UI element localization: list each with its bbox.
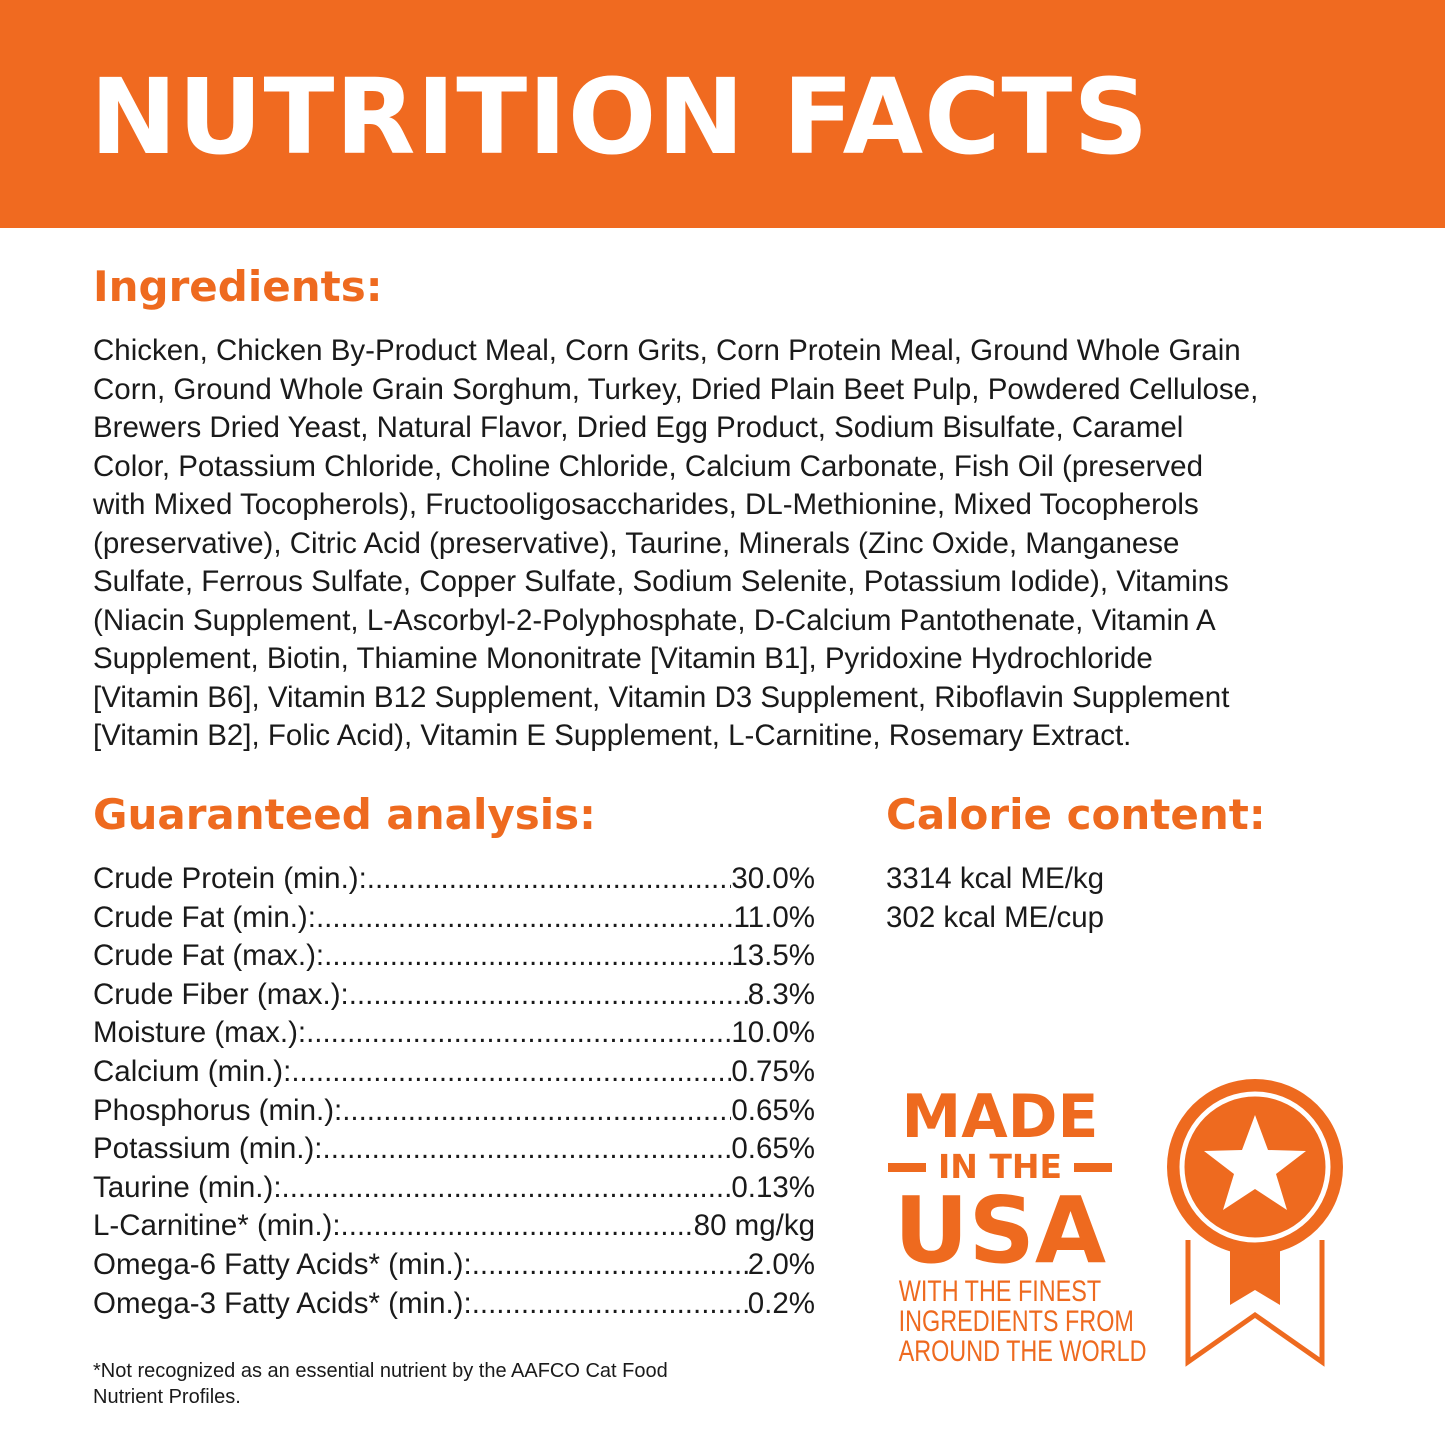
analysis-row: Taurine (min.): 0.13% bbox=[93, 1169, 815, 1208]
ingredients-line: (preservative), Citric Acid (preservativ… bbox=[93, 526, 1180, 560]
analysis-table: Crude Protein (min.): 30.0% Crude Fat (min… bbox=[93, 860, 815, 1323]
made-in-usa-badge: MADE IN THE USA WITH THE FINEST INGREDIE… bbox=[870, 1082, 1147, 1368]
analysis-row: L-Carnitine* (min.): 80 mg/kg bbox=[93, 1207, 815, 1246]
nutrient-value: 80 mg/kg bbox=[693, 1209, 815, 1243]
page-title: NUTRITION FACTS bbox=[90, 56, 1150, 178]
nutrient-label: Potassium (min.): bbox=[93, 1132, 323, 1166]
nutrient-value: 0.65% bbox=[731, 1093, 815, 1127]
dot-leader bbox=[291, 1053, 731, 1092]
dot-leader bbox=[306, 1014, 731, 1053]
dot-leader bbox=[367, 860, 732, 899]
nutrient-label: Crude Fat (max.): bbox=[93, 939, 325, 973]
badge-sub-line: WITH THE FINEST bbox=[898, 1275, 1102, 1308]
ingredients-text: Chicken, Chicken By-Product Meal, Corn G… bbox=[93, 332, 1258, 756]
nutrient-value: 0.13% bbox=[731, 1170, 815, 1204]
header-banner: NUTRITION FACTS bbox=[0, 0, 1445, 228]
calorie-per-cup: 302 kcal ME/cup bbox=[886, 900, 1105, 934]
nutrient-value: 10.0% bbox=[731, 1016, 815, 1050]
analysis-row: Crude Fat (max.): 13.5% bbox=[93, 937, 815, 976]
ingredients-heading: Ingredients: bbox=[93, 262, 383, 311]
dot-leader bbox=[323, 1130, 732, 1169]
ingredients-line: Sulfate, Ferrous Sulfate, Copper Sulfate… bbox=[93, 565, 1229, 598]
nutrient-value: 13.5% bbox=[731, 939, 815, 973]
analysis-row: Crude Protein (min.): 30.0% bbox=[93, 860, 815, 899]
analysis-row: Phosphorus (min.): 0.65% bbox=[93, 1092, 815, 1131]
nutrient-label: Taurine (min.): bbox=[93, 1170, 282, 1204]
nutrient-label: L-Carnitine* (min.): bbox=[93, 1209, 341, 1243]
nutrient-label: Omega-3 Fatty Acids* (min.): bbox=[93, 1286, 472, 1320]
ingredients-line: (Niacin Supplement, L-Ascorbyl-2-Polypho… bbox=[93, 603, 1216, 637]
footnote-line: Nutrient Profiles. bbox=[93, 1386, 241, 1408]
badge-usa: USA bbox=[893, 1177, 1107, 1284]
dot-leader bbox=[282, 1169, 732, 1208]
nutrient-label: Crude Fat (min.): bbox=[93, 900, 316, 934]
dot-leader bbox=[349, 976, 748, 1015]
nutrient-value: 2.0% bbox=[747, 1247, 815, 1281]
nutrient-label: Omega-6 Fatty Acids* (min.): bbox=[93, 1247, 472, 1281]
ingredients-line: [Vitamin B6], Vitamin B12 Supplement, Vi… bbox=[93, 680, 1230, 714]
ingredients-line: Supplement, Biotin, Thiamine Mononitrate… bbox=[93, 642, 1153, 675]
badge-sub-line: AROUND THE WORLD bbox=[898, 1335, 1147, 1368]
ingredients-line: Chicken, Chicken By-Product Meal, Corn G… bbox=[93, 334, 1241, 367]
analysis-row: Potassium (min.): 0.65% bbox=[93, 1130, 815, 1169]
badge-sub-line: INGREDIENTS FROM bbox=[898, 1305, 1134, 1338]
analysis-row: Omega-6 Fatty Acids* (min.): 2.0% bbox=[93, 1246, 815, 1285]
nutrient-label: Calcium (min.): bbox=[93, 1054, 292, 1088]
nutrient-value: 0.75% bbox=[731, 1054, 815, 1088]
ingredients-line: Brewers Dried Yeast, Natural Flavor, Dri… bbox=[93, 411, 1184, 444]
analysis-row: Moisture (max.): 10.0% bbox=[93, 1014, 815, 1053]
dot-leader bbox=[472, 1285, 748, 1324]
badge-in-the-text: IN THE bbox=[937, 1147, 1063, 1186]
footnote-line: *Not recognized as an essential nutrient… bbox=[93, 1360, 668, 1382]
dot-leader bbox=[316, 899, 734, 938]
nutrient-value: 8.3% bbox=[747, 977, 815, 1011]
nutrient-value: 0.2% bbox=[747, 1286, 815, 1320]
nutrient-label: Crude Fiber (max.): bbox=[93, 977, 349, 1011]
ingredients-line: [Vitamin B2], Folic Acid), Vitamin E Sup… bbox=[93, 719, 1132, 752]
dot-leader bbox=[342, 1092, 731, 1131]
ingredients-line: Color, Potassium Chloride, Choline Chlor… bbox=[93, 449, 1203, 483]
analysis-row: Crude Fat (min.): 11.0% bbox=[93, 899, 815, 938]
analysis-row: Calcium (min.): 0.75% bbox=[93, 1053, 815, 1092]
badge-in-the: IN THE bbox=[870, 1149, 1130, 1185]
ingredients-line: with Mixed Tocopherols), Fructooligosacc… bbox=[93, 488, 1199, 521]
analysis-heading: Guaranteed analysis: bbox=[93, 790, 596, 839]
calorie-heading: Calorie content: bbox=[886, 790, 1266, 839]
calorie-per-kg: 3314 kcal ME/kg bbox=[886, 862, 1105, 895]
analysis-row: Crude Fiber (max.): 8.3% bbox=[93, 976, 815, 1015]
nutrient-label: Crude Protein (min.): bbox=[93, 862, 367, 895]
nutrient-value: 30.0% bbox=[731, 862, 815, 895]
dot-leader bbox=[472, 1246, 748, 1285]
nutrient-value: 11.0% bbox=[733, 900, 815, 934]
badge-made: MADE bbox=[901, 1082, 1099, 1152]
dot-leader bbox=[341, 1207, 694, 1246]
dot-leader bbox=[324, 937, 731, 976]
footnote: *Not recognized as an essential nutrient… bbox=[93, 1358, 668, 1410]
calorie-content: 3314 kcal ME/kg 302 kcal ME/cup bbox=[886, 860, 1104, 937]
ingredients-line: Corn, Ground Whole Grain Sorghum, Turkey… bbox=[93, 372, 1259, 406]
nutrient-label: Moisture (max.): bbox=[93, 1016, 307, 1050]
nutrient-value: 0.65% bbox=[731, 1132, 815, 1166]
analysis-row: Omega-3 Fatty Acids* (min.): 0.2% bbox=[93, 1285, 815, 1324]
nutrient-label: Phosphorus (min.): bbox=[93, 1093, 343, 1127]
medal-star-icon bbox=[1167, 1079, 1343, 1367]
